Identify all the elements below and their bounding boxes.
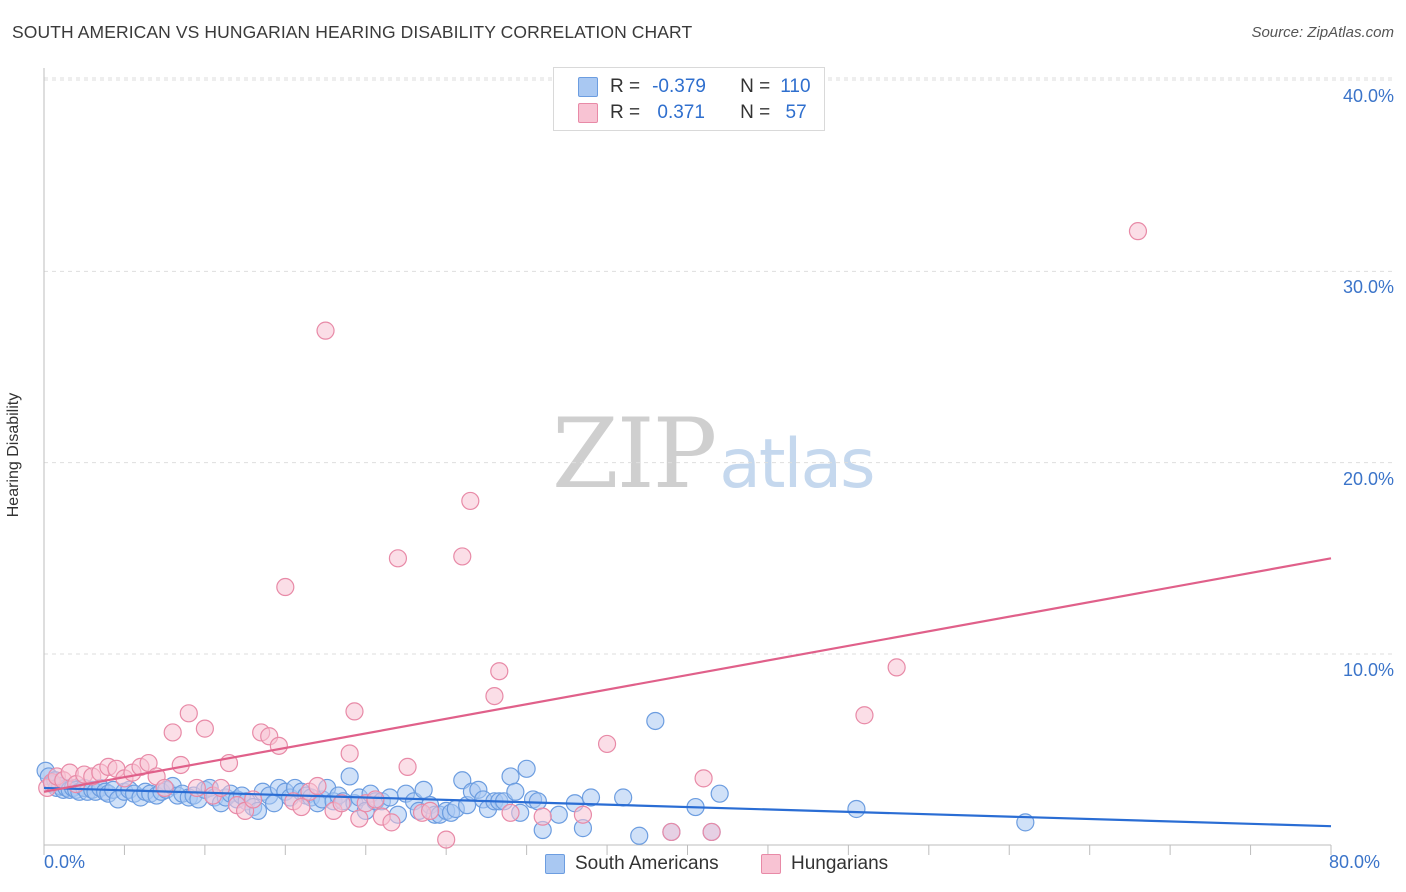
hungarian-point — [332, 794, 351, 813]
south-american-point — [646, 711, 665, 731]
hungarian-point — [702, 822, 721, 842]
legend-n-label: N = — [740, 76, 771, 97]
hungarian-point — [453, 547, 472, 566]
south-american-point — [528, 792, 547, 811]
hungarian-point — [490, 662, 509, 681]
south-american-point — [414, 780, 433, 799]
legend-row-south-americans: R = -0.379 N = 110 — [578, 74, 811, 100]
hungarians-swatch — [761, 854, 781, 874]
x-tick-label: 80.0% — [1329, 852, 1381, 872]
correlation-legend: R = -0.379 N = 110 R = 0.371 N = 57 — [553, 67, 825, 131]
gridlines — [44, 77, 1392, 655]
hungarian-point — [421, 801, 440, 820]
hungarian-point — [388, 549, 408, 568]
hungarian-point — [887, 658, 906, 677]
hungarian-point — [340, 744, 359, 763]
south-american-point — [614, 788, 633, 807]
legend-swatch-south-americans — [578, 77, 598, 97]
hungarian-point — [662, 822, 681, 842]
hungarian-point — [597, 734, 617, 754]
legend-n-value: 110 — [780, 76, 811, 97]
south-american-point — [847, 799, 866, 819]
legend-swatch-hungarians — [578, 103, 598, 123]
hungarian-point — [269, 736, 288, 755]
hungarian-point — [382, 813, 401, 832]
bottom-legend-south-americans[interactable]: South Americans — [545, 851, 719, 877]
hungarian-point — [139, 753, 158, 773]
hungarian-point — [155, 778, 174, 798]
hungarian-point — [573, 805, 593, 824]
x-tick-label: 0.0% — [44, 852, 86, 872]
south-american-point — [630, 826, 649, 845]
south-american-point — [506, 782, 525, 801]
hungarian-point — [1128, 222, 1148, 241]
y-tick-label: 10.0% — [1342, 660, 1394, 680]
south-american-point — [710, 784, 729, 803]
hungarian-point — [398, 757, 417, 776]
south-americans-swatch — [545, 854, 565, 874]
legend-r-value: 0.371 — [652, 102, 705, 123]
hungarian-point — [461, 491, 480, 511]
hungarian-point — [345, 702, 364, 721]
chart-title: SOUTH AMERICAN VS HUNGARIAN HEARING DISA… — [12, 22, 693, 42]
legend-r-label: R = — [610, 76, 641, 97]
hungarians-trend-line — [43, 557, 1332, 793]
hungarian-point — [437, 830, 456, 849]
watermark: ZIPatlas — [552, 398, 876, 510]
y-tick-label: 20.0% — [1342, 468, 1394, 489]
hungarian-point — [533, 807, 552, 826]
watermark-zip: ZIP — [552, 398, 717, 510]
south-american-point — [581, 788, 601, 807]
legend-n-label: N = — [740, 102, 771, 123]
source-credit: Source: ZipAtlas.com — [1251, 24, 1394, 41]
south-americans-trend-line — [43, 786, 1332, 828]
hungarian-point — [163, 723, 182, 742]
hungarian-point — [187, 778, 206, 798]
hungarian-point — [195, 719, 214, 738]
y-tick-label: 40.0% — [1342, 86, 1394, 106]
hungarian-point — [308, 776, 327, 796]
hungarian-point — [366, 790, 385, 809]
south-americans-label: South Americans — [575, 853, 719, 874]
hungarian-point — [501, 803, 520, 822]
hungarian-point — [316, 321, 335, 340]
hungarian-point — [350, 809, 369, 828]
hungarian-point — [179, 704, 198, 723]
hungarians-label: Hungarians — [791, 853, 889, 874]
watermark-atlas: atlas — [719, 425, 875, 504]
south-american-point — [549, 805, 568, 824]
legend-row-hungarians: R = 0.371 N = 57 — [578, 100, 807, 126]
south-american-point — [517, 759, 536, 778]
y-tick-label: 30.0% — [1342, 277, 1394, 298]
hungarian-point — [276, 577, 295, 597]
legend-r-value: -0.379 — [652, 76, 706, 97]
legend-r-label: R = — [610, 102, 641, 123]
hungarian-point — [694, 769, 713, 788]
south-american-point — [501, 767, 520, 786]
legend-n-value: 57 — [780, 102, 807, 123]
axes — [43, 68, 1331, 846]
hungarian-point — [485, 686, 504, 706]
south-americans-points — [36, 711, 1035, 845]
hungarians-points — [38, 222, 1148, 849]
y-axis-label: Hearing Disability — [5, 392, 22, 518]
hungarian-point — [292, 797, 311, 817]
x-ticks — [43, 845, 1332, 855]
trend-lines — [43, 557, 1332, 828]
bottom-legend-hungarians[interactable]: Hungarians — [761, 851, 888, 877]
hungarian-point — [855, 706, 874, 725]
south-american-point — [340, 767, 359, 786]
